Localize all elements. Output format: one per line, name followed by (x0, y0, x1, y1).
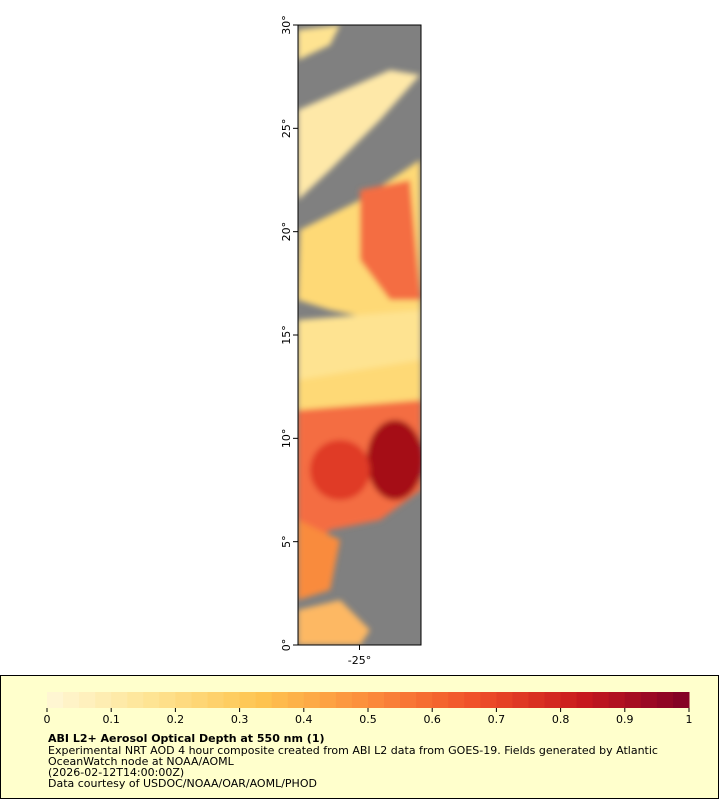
colorbar-step (624, 692, 642, 708)
colorbar-step (79, 692, 96, 708)
colorbar-tick-label: 0 (44, 713, 51, 726)
colorbar-tick-label: 0.7 (488, 713, 506, 726)
colorbar-step (656, 692, 674, 708)
legend-line: Data courtesy of USDOC/NOAA/OAR/AOML/PHO… (48, 777, 317, 790)
colorbar-step (640, 692, 658, 708)
colorbar-step (159, 692, 176, 708)
colorbar-step (368, 692, 385, 708)
colorbar-step (239, 692, 257, 708)
colorbar-step (191, 692, 208, 708)
colorbar-step (47, 692, 64, 708)
legend-line: OceanWatch node at NOAA/AOML (48, 755, 235, 768)
colorbar-step (560, 692, 578, 708)
colorbar-step (544, 692, 562, 708)
colorbar-step (432, 692, 449, 708)
y-tick-label: 0° (280, 639, 293, 652)
colorbar-step (448, 692, 465, 708)
colorbar-tick-label: 0.3 (231, 713, 249, 726)
colorbar-tick-label: 0.6 (423, 713, 441, 726)
colorbar-step (528, 692, 546, 708)
colorbar-step (480, 692, 497, 708)
colorbar-step (576, 692, 594, 708)
legend-line: (2026-02-12T14:00:00Z) (48, 766, 184, 779)
colorbar-tick-label: 0.9 (616, 713, 634, 726)
colorbar-step (143, 692, 160, 708)
colorbar-step (592, 692, 610, 708)
colorbar-step (223, 692, 241, 708)
y-tick-label: 20° (280, 222, 293, 242)
colorbar-step (287, 692, 305, 708)
colorbar-step (400, 692, 417, 708)
colorbar-step (608, 692, 626, 708)
legend-line: Experimental NRT AOD 4 hour composite cr… (48, 744, 658, 757)
colorbar-step (255, 692, 273, 708)
aerosol-field (298, 25, 421, 645)
colorbar-step (111, 692, 128, 708)
colorbar-step (319, 692, 337, 708)
colorbar-step (496, 692, 513, 708)
colorbar-step (271, 692, 289, 708)
y-tick-label: 5° (280, 535, 293, 548)
colorbar-step (127, 692, 144, 708)
colorbar-step (335, 692, 353, 708)
colorbar-step (63, 692, 80, 708)
colorbar-step (512, 692, 529, 708)
colorbar-step (175, 692, 192, 708)
colorbar-tick-label: 0.8 (552, 713, 570, 726)
colorbar-tick-label: 0.5 (359, 713, 377, 726)
colorbar-tick-label: 0.2 (167, 713, 185, 726)
y-tick-label: 30° (280, 15, 293, 35)
x-tick-label: -25° (348, 654, 371, 667)
colorbar-step (672, 692, 690, 708)
legend-title: ABI L2+ Aerosol Optical Depth at 550 nm … (48, 732, 325, 745)
colorbar-step (464, 692, 481, 708)
colorbar-step (207, 692, 225, 708)
colorbar-tick-label: 0.1 (102, 713, 120, 726)
y-tick-label: 10° (280, 429, 293, 449)
colorbar-step (303, 692, 321, 708)
colorbar-step (384, 692, 401, 708)
colorbar-step (416, 692, 433, 708)
colorbar-step (95, 692, 112, 708)
colorbar-step (351, 692, 369, 708)
colorbar-tick-label: 1 (686, 713, 693, 726)
colorbar-tick-label: 0.4 (295, 713, 313, 726)
y-tick-label: 25° (280, 119, 293, 139)
y-tick-label: 15° (280, 325, 293, 345)
